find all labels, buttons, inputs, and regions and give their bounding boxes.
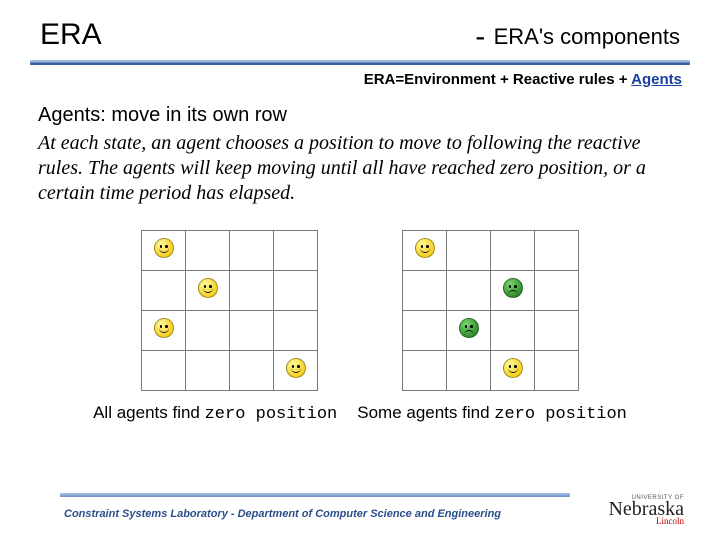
caption-right-b: zero position bbox=[494, 405, 627, 424]
grid-cell bbox=[403, 311, 447, 351]
agents-line: Agents: move in its own row bbox=[38, 104, 682, 127]
title-right-text: ERA's components bbox=[494, 24, 680, 49]
captions-row: All agents find zero position Some agent… bbox=[0, 403, 720, 424]
grid-cell bbox=[186, 311, 230, 351]
footer-text: Constraint Systems Laboratory - Departme… bbox=[36, 502, 501, 520]
grid-cell bbox=[447, 231, 491, 271]
slide-header: ERA - ERA's components bbox=[0, 0, 720, 58]
grid-cell bbox=[186, 231, 230, 271]
grid-cell bbox=[142, 311, 186, 351]
grid-cell bbox=[186, 351, 230, 391]
equation-prefix: ERA=Environment + Reactive rules + bbox=[364, 71, 631, 88]
smiley-icon bbox=[154, 318, 174, 338]
agents-label: Agents: bbox=[38, 104, 106, 126]
grids-row bbox=[0, 230, 720, 391]
caption-left: All agents find zero position bbox=[93, 403, 337, 424]
grid-cell bbox=[447, 271, 491, 311]
grid-cell bbox=[491, 311, 535, 351]
frown-icon bbox=[503, 278, 523, 298]
footer-divider bbox=[60, 493, 570, 497]
caption-left-b: zero position bbox=[205, 405, 338, 424]
grid-cell bbox=[491, 351, 535, 391]
slide-footer: Constraint Systems Laboratory - Departme… bbox=[0, 495, 720, 526]
title-dash: - bbox=[475, 20, 493, 53]
caption-left-a: All agents find bbox=[93, 403, 205, 422]
smiley-icon bbox=[503, 358, 523, 378]
title-left: ERA bbox=[40, 18, 102, 52]
grid-cell bbox=[142, 231, 186, 271]
grid-cell bbox=[142, 271, 186, 311]
grid-cell bbox=[447, 311, 491, 351]
agents-description: At each state, an agent chooses a positi… bbox=[38, 131, 682, 206]
grid-cell bbox=[403, 271, 447, 311]
grid-cell bbox=[535, 311, 579, 351]
smiley-icon bbox=[415, 238, 435, 258]
smiley-icon bbox=[198, 278, 218, 298]
grid-right bbox=[402, 230, 579, 391]
grid-cell bbox=[403, 231, 447, 271]
grid-cell bbox=[230, 351, 274, 391]
smiley-icon bbox=[286, 358, 306, 378]
grid-cell bbox=[230, 311, 274, 351]
caption-right: Some agents find zero position bbox=[357, 403, 627, 424]
grid-cell bbox=[186, 271, 230, 311]
equation-line: ERA=Environment + Reactive rules + Agent… bbox=[0, 65, 720, 88]
agents-rest: move in its own row bbox=[106, 104, 287, 126]
grid-left bbox=[141, 230, 318, 391]
grid-cell bbox=[491, 231, 535, 271]
grid-cell bbox=[491, 271, 535, 311]
grid-cell bbox=[142, 351, 186, 391]
frown-icon bbox=[459, 318, 479, 338]
grid-cell bbox=[403, 351, 447, 391]
grid-cell bbox=[535, 351, 579, 391]
grid-cell bbox=[447, 351, 491, 391]
university-logo: UNIVERSITY OF Nebraska Lincoln bbox=[608, 495, 684, 526]
grid-cell bbox=[535, 231, 579, 271]
caption-right-a: Some agents find bbox=[357, 403, 494, 422]
body-text: Agents: move in its own row At each stat… bbox=[0, 88, 720, 206]
grid-cell bbox=[230, 271, 274, 311]
title-right: - ERA's components bbox=[475, 20, 680, 54]
grid-cell bbox=[274, 351, 318, 391]
grid-cell bbox=[535, 271, 579, 311]
smiley-icon bbox=[154, 238, 174, 258]
grid-cell bbox=[274, 271, 318, 311]
grid-cell bbox=[274, 231, 318, 271]
grid-cell bbox=[230, 231, 274, 271]
grid-cell bbox=[274, 311, 318, 351]
equation-agents: Agents bbox=[631, 71, 682, 88]
